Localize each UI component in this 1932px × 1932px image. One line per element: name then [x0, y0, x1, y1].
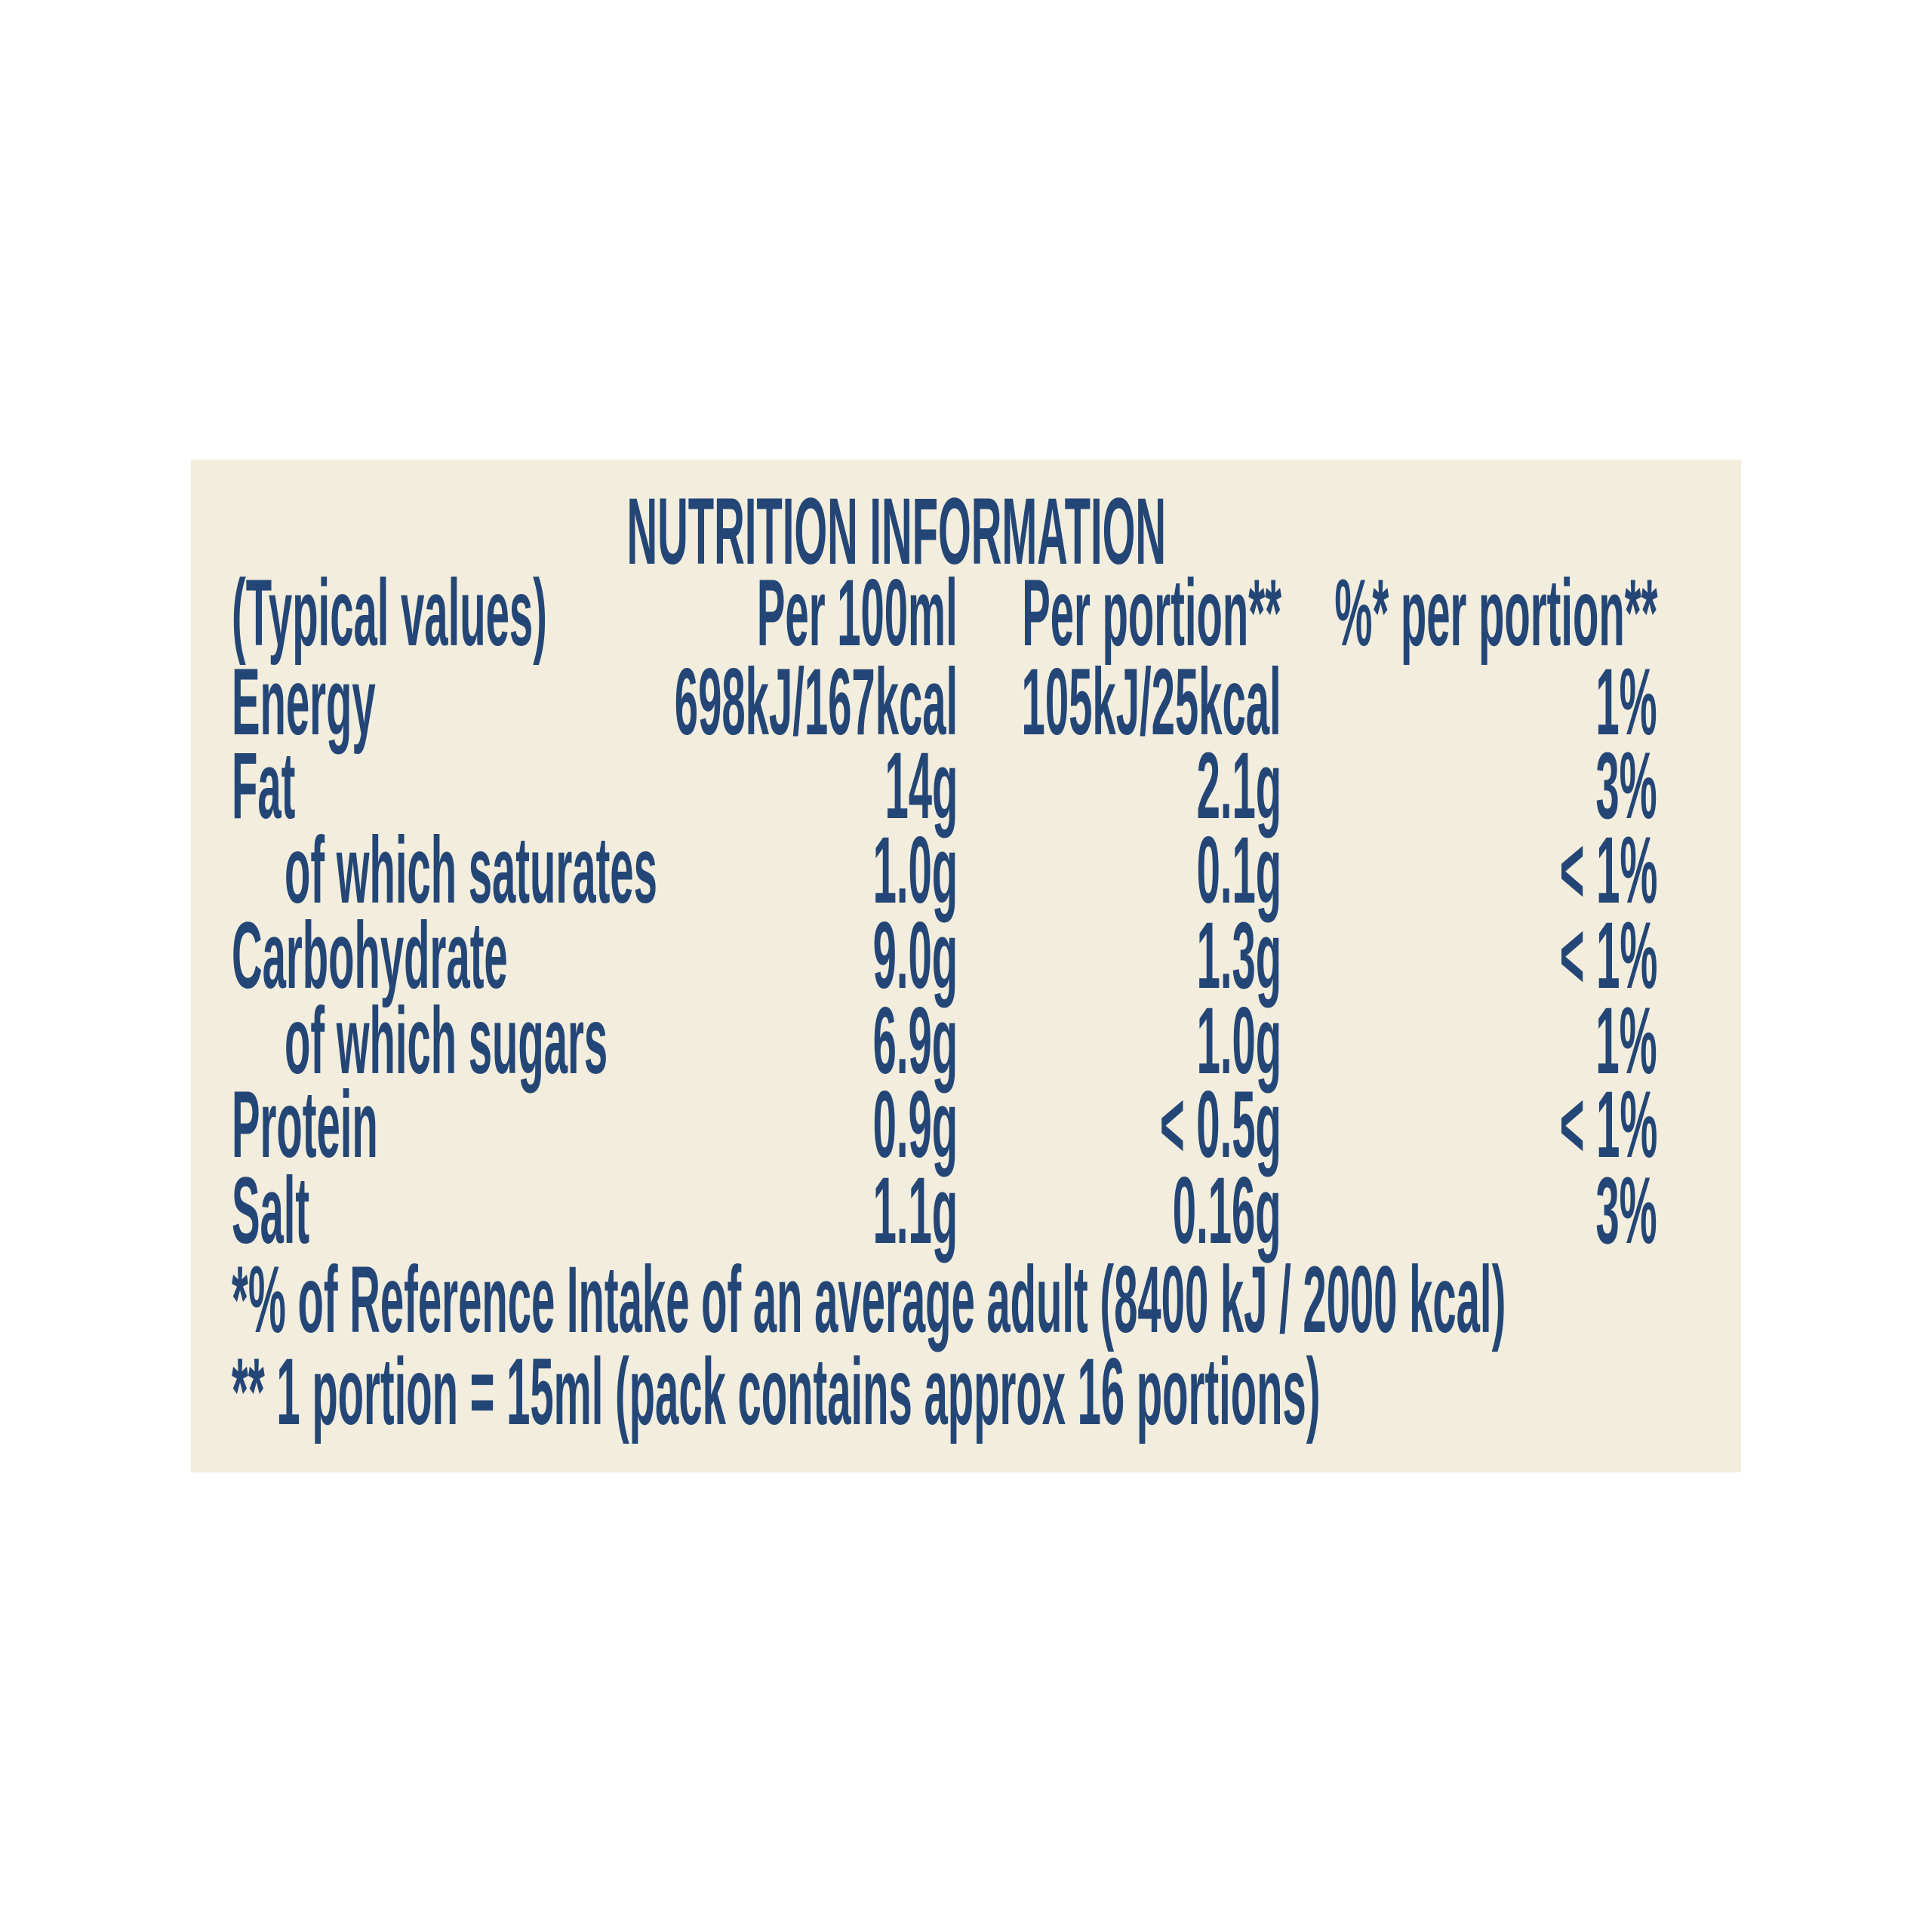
header-per-portion: Per portion**	[1022, 561, 1281, 666]
row-label: of which sugars	[285, 989, 608, 1094]
row-label: Energy	[232, 650, 376, 755]
header-typical-values: (Typical values)	[232, 561, 547, 666]
row-per-100ml: 6.9g	[872, 989, 958, 1094]
row-per-portion: 1.0g	[1196, 989, 1281, 1094]
row-per-portion: 0.1g	[1196, 818, 1281, 923]
footnote-portion: ** 1 portion = 15ml (pack contains appro…	[232, 1340, 1321, 1444]
row-label: Salt	[232, 1158, 310, 1263]
row-per-100ml: 0.9g	[872, 1072, 958, 1177]
row-per-portion: 105kJ/25kcal	[1021, 650, 1281, 755]
row-per-portion: 1.3g	[1196, 903, 1281, 1008]
row-percent-ri: 3%	[1595, 1158, 1657, 1263]
row-per-portion: < 0.5g	[1159, 1072, 1281, 1177]
row-percent-ri: 1%	[1595, 650, 1657, 755]
row-label: Protein	[232, 1072, 378, 1177]
row-per-100ml: 14g	[884, 734, 958, 838]
header-per-100ml: Per 100ml	[757, 561, 958, 666]
row-per-portion: 0.16g	[1173, 1158, 1281, 1263]
row-label: Carbohydrate	[232, 903, 508, 1008]
row-per-100ml: 1.1g	[872, 1158, 958, 1263]
nutrition-panel: NUTRITION INFORMATION (Typical values) Pe…	[191, 460, 1741, 1472]
row-percent-ri: 3%	[1595, 734, 1657, 838]
row-percent-ri: < 1%	[1559, 1072, 1657, 1177]
row-label: Fat	[232, 734, 296, 838]
nutrition-title: NUTRITION INFORMATION	[626, 479, 1167, 584]
row-per-100ml: 1.0g	[872, 818, 958, 923]
header-percent-per-portion: %* per portion**	[1334, 561, 1657, 666]
row-label: of which saturates	[285, 818, 657, 923]
row-per-100ml: 698kJ/167kcal	[674, 650, 958, 755]
row-percent-ri: 1%	[1595, 989, 1657, 1094]
row-per-portion: 2.1g	[1196, 734, 1281, 838]
row-percent-ri: < 1%	[1559, 903, 1657, 1008]
footnote-reference-intake: *% of Reference Intake of an average adu…	[232, 1247, 1506, 1352]
row-percent-ri: < 1%	[1559, 818, 1657, 923]
row-per-100ml: 9.0g	[872, 903, 958, 1008]
